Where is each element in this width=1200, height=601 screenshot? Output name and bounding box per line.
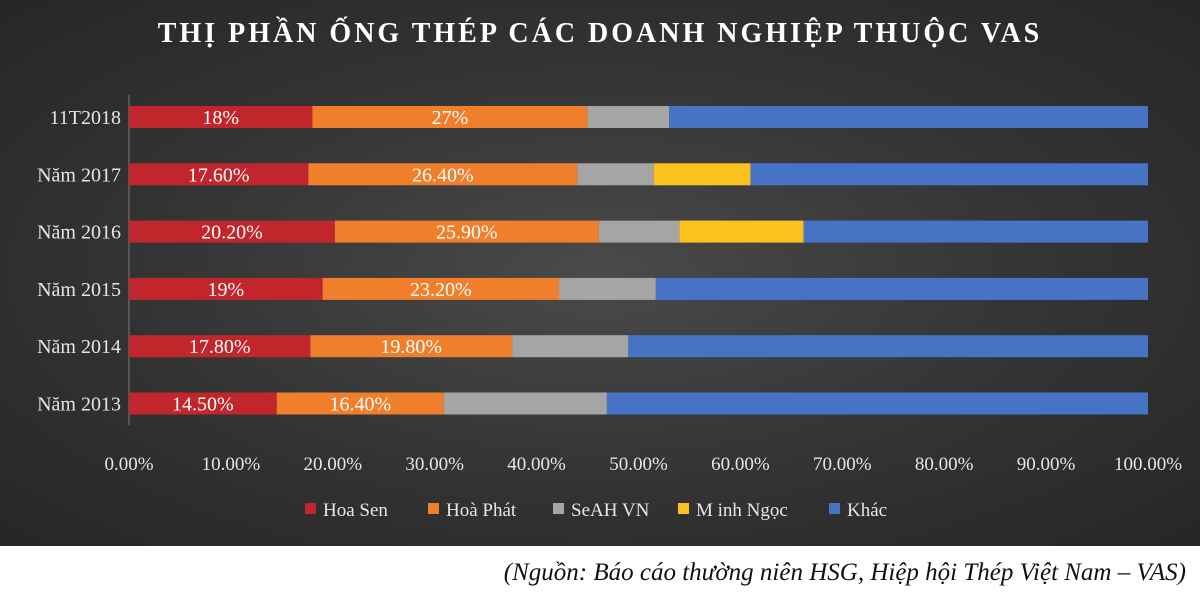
data-label: 14.50%: [172, 394, 234, 416]
bar-segment: [598, 220, 680, 243]
x-tick-label: 40.00%: [507, 454, 566, 475]
bar-segment: [443, 392, 607, 415]
bar-segment: [129, 106, 313, 128]
data-label: 27%: [432, 107, 469, 129]
stacked-bar-chart: 11T2018 18% 27% Năm 2017 17.60% 26.40% Năm 201…: [37, 95, 1182, 521]
x-tick-label: 60.00%: [711, 454, 770, 475]
x-tick-label: 0.00%: [104, 454, 153, 475]
category-label: Năm 2017: [37, 164, 121, 186]
x-tick-label: 70.00%: [813, 454, 872, 475]
category-label: Năm 2014: [37, 336, 121, 358]
data-label: 23.20%: [410, 279, 472, 301]
category-label: Năm 2016: [37, 222, 121, 244]
bar-segment: [669, 106, 1148, 128]
legend-swatch: [428, 503, 439, 514]
legend-swatch: [678, 503, 689, 514]
legend-swatch: [305, 503, 316, 514]
data-label: 25.90%: [436, 222, 498, 244]
bar-segment: [312, 106, 588, 128]
bar-segment: [587, 106, 670, 128]
x-tick-label: 80.00%: [915, 454, 974, 475]
x-tick-label: 100.00%: [1114, 454, 1182, 475]
bar-segment: [803, 220, 1148, 243]
x-tick-label: 20.00%: [304, 454, 363, 475]
data-label: 19.80%: [380, 336, 442, 358]
bar-segment: [577, 163, 654, 186]
bar-segment: [322, 277, 560, 300]
legend-label: SeAH VN: [571, 500, 650, 521]
bar-segment: [129, 220, 335, 243]
data-label: 18%: [202, 107, 239, 129]
legend-swatch: [553, 503, 564, 514]
data-label: 20.20%: [201, 222, 263, 244]
bar-segment: [606, 392, 1148, 415]
bar-segment: [129, 163, 309, 186]
bar-segment: [129, 335, 311, 358]
bar-segment: [679, 220, 804, 243]
bar-segment: [129, 277, 323, 300]
bar-segment: [276, 392, 444, 415]
category-label: 11T2018: [50, 107, 121, 129]
bar-segment: [628, 335, 1148, 358]
legend-label: Khác: [847, 500, 887, 521]
x-tick-label: 50.00%: [609, 454, 668, 475]
bar-segment: [129, 392, 277, 415]
x-tick-label: 30.00%: [405, 454, 464, 475]
bar-segment: [334, 220, 599, 243]
bar-segment: [750, 163, 1148, 186]
source-note: (Nguồn: Báo cáo thường niên HSG, Hiệp hộ…: [503, 559, 1186, 586]
bar-segment: [655, 277, 1148, 300]
data-label: 17.80%: [189, 336, 251, 358]
legend-label: M inh Ngọc: [696, 500, 788, 521]
x-tick-label: 10.00%: [202, 454, 261, 475]
category-label: Năm 2013: [37, 394, 121, 416]
data-label: 17.60%: [188, 164, 250, 186]
data-label: 19%: [207, 279, 244, 301]
legend-label: Hoa Sen: [323, 500, 388, 521]
x-tick-label: 90.00%: [1017, 454, 1076, 475]
data-label: 16.40%: [329, 394, 391, 416]
legend-swatch: [829, 503, 840, 514]
bar-segment: [512, 335, 629, 358]
bar-segment: [308, 163, 578, 186]
chart-title: THỊ PHẦN ỐNG THÉP CÁC DOANH NGHIỆP THUỘC…: [157, 18, 1043, 49]
chart-panel: THỊ PHẦN ỐNG THÉP CÁC DOANH NGHIỆP THUỘC…: [0, 0, 1200, 546]
legend-label: Hoà Phát: [446, 500, 517, 521]
bar-segment: [653, 163, 751, 186]
bar-segment: [310, 335, 513, 358]
bar-segment: [559, 277, 656, 300]
data-label: 26.40%: [412, 164, 474, 186]
category-label: Năm 2015: [37, 279, 121, 301]
